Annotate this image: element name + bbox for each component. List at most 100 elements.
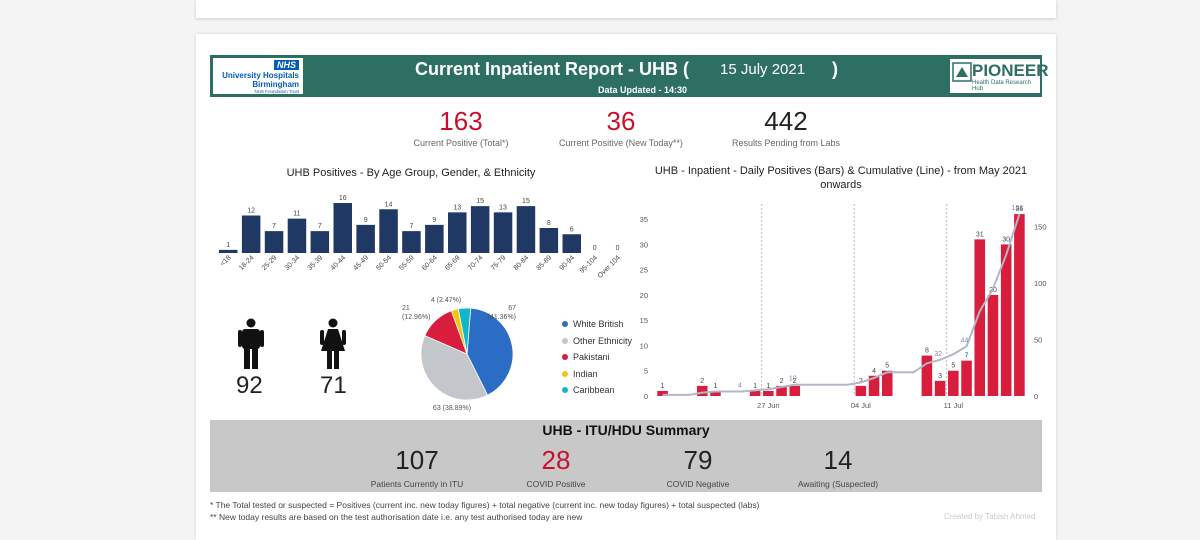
daily-bar — [763, 390, 774, 396]
age-bar-label: 11 — [293, 211, 300, 218]
daily-bar-label: 30 — [1002, 236, 1010, 243]
itu-covid-negative-label: COVID Negative — [666, 479, 730, 489]
daily-bar-label: 5 — [951, 363, 955, 370]
male-icon — [238, 318, 264, 369]
pie-slice-label: 67 — [508, 305, 516, 312]
age-tick-label: 95-104 — [579, 254, 599, 274]
age-tick-label: 80-84 — [513, 254, 531, 272]
daily-bar — [710, 390, 721, 396]
itu-awaiting-value: 14 — [823, 445, 853, 475]
pioneer-icon — [952, 62, 972, 82]
legend-dot-icon — [562, 370, 568, 377]
cumulative-label: 4 — [738, 382, 742, 389]
daily-bar — [776, 385, 787, 396]
report-card: NHS University Hospitals Birmingham NHS … — [196, 34, 1056, 540]
cumulative-label: 44 — [961, 337, 969, 344]
age-tick-label: 65-69 — [444, 254, 462, 272]
y-right-tick: 0 — [1034, 392, 1038, 401]
report-title-close: ) — [832, 59, 838, 79]
daily-bar-label: 1 — [753, 383, 757, 390]
age-bar-label: 13 — [499, 204, 507, 211]
legend-dot-icon — [562, 354, 568, 361]
age-tick-label: 18-24 — [238, 254, 256, 272]
age-bar — [219, 249, 238, 253]
age-bar — [448, 212, 467, 253]
itu-covid-positive-value: 28 — [541, 445, 571, 475]
age-tick-label: 35-39 — [307, 254, 325, 272]
daily-bar-label: 31 — [976, 231, 984, 238]
pie-slice-label: 63 (38.89%) — [433, 405, 471, 412]
age-tick-label: <18 — [219, 254, 232, 267]
age-bar-label: 1 — [226, 242, 230, 249]
nhs-badge: NHS — [273, 60, 299, 70]
age-bar-label: 12 — [247, 208, 255, 215]
daily-bar-label: 1 — [661, 383, 665, 390]
pie-slice-label: (12.96%) — [402, 314, 430, 321]
legend-item-white-british: White British — [562, 316, 632, 333]
kpi-new-today-label: Current Positive (New Today**) — [559, 138, 683, 148]
data-updated: Data Updated - 14:30 — [598, 85, 688, 95]
age-bar-label: 14 — [385, 201, 393, 208]
pie-slice-label: (41.36%) — [488, 314, 516, 321]
age-bar — [241, 215, 261, 253]
kpi-pending-label: Results Pending from Labs — [731, 138, 841, 148]
daily-bar-label: 1 — [714, 383, 718, 390]
legend-label: Other Ethnicity — [573, 335, 633, 346]
legend-item-other-ethnicity: Other Ethnicity — [562, 333, 632, 350]
daily-bar-label: 36 — [1015, 206, 1023, 213]
report-date: 15 July 2021 — [720, 61, 806, 78]
itu-covid-positive-label: COVID Positive — [526, 479, 586, 489]
age-bar-chart: 1 <18 12 18-24 7 25-29 11 30-34 7 35-39 16 40-44 9 45… — [219, 195, 622, 280]
legend-label: Caribbean — [573, 385, 615, 396]
kpi-pending-value: 442 — [764, 106, 808, 136]
age-bar — [356, 224, 375, 253]
age-tick-label: 85-89 — [536, 254, 554, 272]
kpi-total-positive-value: 163 — [439, 106, 483, 136]
male-count: 92 — [236, 372, 263, 399]
x-tick-label: 04 Jul — [851, 401, 871, 410]
age-bar-label: 7 — [272, 223, 276, 230]
daily-bar — [789, 385, 801, 396]
age-bar-label: 0 — [593, 245, 597, 252]
footnote-new-today: ** New today results are based on the te… — [210, 512, 583, 522]
age-bar-label: 9 — [364, 217, 368, 224]
nhs-org-line1: University Hospitals — [222, 71, 299, 80]
kpi-pending: 442 Results Pending from Labs — [721, 106, 851, 148]
age-tick-label: 25-29 — [261, 254, 279, 272]
ethnicity-pie-chart: 67 (41.36%) 63 (38.89%) 21 (12.96%) 4 (2.47%) — [402, 297, 516, 412]
legend-dot-icon — [562, 337, 568, 344]
daily-bar-label: 4 — [872, 368, 876, 375]
age-tick-label: 40-44 — [330, 254, 348, 272]
age-tick-label: 30-34 — [284, 254, 302, 272]
y-right-tick: 150 — [1034, 223, 1047, 232]
age-tick-label: 60-64 — [421, 254, 439, 272]
itu-patients-label: Patients Currently in ITU — [370, 479, 464, 489]
legend-item-pakistani: Pakistani — [562, 349, 632, 366]
legend-label: Indian — [573, 368, 598, 379]
y-left-tick: 20 — [640, 291, 648, 300]
pie-slice — [466, 307, 514, 396]
age-bar — [470, 206, 490, 253]
daily-bar — [855, 385, 867, 396]
itu-summary-title: UHB - ITU/HDU Summary — [542, 422, 710, 438]
y-left-tick: 15 — [640, 316, 648, 325]
daily-bar — [921, 355, 933, 396]
kpi-total-positive: 163 Current Positive (Total*) — [401, 106, 521, 148]
daily-bar — [948, 370, 959, 396]
credit-text: Created by Tabish Ahmed — [944, 512, 1036, 521]
nhs-org-line2: Birmingham — [252, 80, 299, 89]
age-bar — [562, 234, 581, 253]
daily-bar — [961, 360, 972, 396]
age-tick-label: 50-54 — [375, 254, 393, 272]
pioneer-logo: PIONEER Health Data Research Hub — [950, 59, 1049, 93]
female-icon — [320, 318, 346, 369]
age-bar-label: 7 — [409, 223, 413, 230]
pie-slice-label: 4 (2.47%) — [431, 297, 461, 304]
age-bar-label: 7 — [318, 223, 322, 230]
legend-item-caribbean: Caribbean — [562, 382, 632, 399]
itu-awaiting-label: Awaiting (Suspected) — [797, 479, 879, 489]
age-bar-label: 13 — [453, 204, 461, 211]
daily-bar — [696, 385, 708, 396]
daily-bar — [974, 239, 986, 396]
daily-bar — [987, 294, 999, 396]
